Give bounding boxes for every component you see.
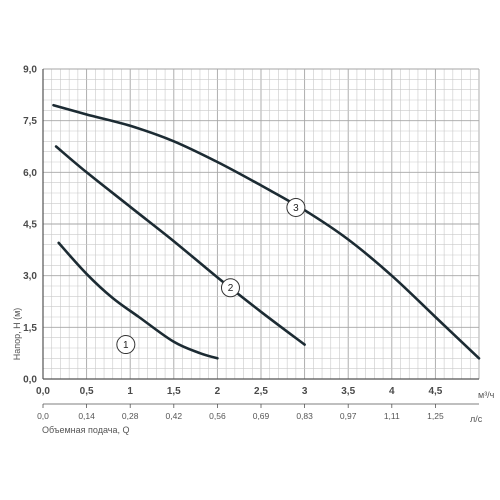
curve-label-badge bbox=[220, 278, 240, 298]
x-tick-label: 4,5 bbox=[428, 386, 442, 397]
x-tick-label: 0,0 bbox=[36, 386, 50, 397]
y-tick-label: 6,0 bbox=[23, 168, 37, 179]
curve-label-badge bbox=[116, 335, 136, 355]
y-axis-label: Напор, H (м) bbox=[12, 308, 22, 361]
grid bbox=[42, 68, 480, 380]
series: 1 2 3 bbox=[52, 103, 481, 360]
curve-label: 3 bbox=[293, 203, 299, 214]
curve-label: 2 bbox=[228, 283, 234, 294]
x2-tick-label: 0,69 bbox=[253, 411, 270, 421]
y-tick-label: 4,5 bbox=[23, 220, 37, 231]
x2-tick-label: 0,97 bbox=[340, 411, 357, 421]
x2-axis-unit: л/с bbox=[470, 414, 483, 424]
curve-label-badge bbox=[286, 197, 306, 217]
x-tick-label: 3,5 bbox=[341, 386, 355, 397]
x-tick-label: 1 bbox=[127, 386, 133, 397]
curve-3 bbox=[52, 103, 481, 360]
y-tick-label: 9,0 bbox=[23, 65, 37, 76]
x2-tick-label: 0,0 bbox=[37, 411, 49, 421]
axes bbox=[42, 69, 479, 408]
x2-tick-label: 1,25 bbox=[427, 411, 444, 421]
x-tick-label: 2 bbox=[215, 386, 221, 397]
x2-tick-label: 0,83 bbox=[296, 411, 313, 421]
y-tick-label: 1,5 bbox=[23, 323, 37, 334]
x2-tick-label: 0,42 bbox=[166, 411, 183, 421]
x2-tick-label: 0,14 bbox=[78, 411, 95, 421]
x-tick-label: 4 bbox=[389, 386, 395, 397]
curve-2 bbox=[54, 145, 306, 346]
y-tick-label: 7,5 bbox=[23, 116, 37, 127]
y-tick-label: 0,0 bbox=[23, 375, 37, 386]
x-tick-label: 3 bbox=[302, 386, 308, 397]
curve-label: 1 bbox=[123, 340, 129, 351]
tick-labels: 0,0 1,5 3,0 4,5 6,0 7,5 9,0 0,0 0,5 1 1,5 2 2,5 3 3,5 4… bbox=[23, 65, 444, 422]
x-tick-label: 0,5 bbox=[80, 386, 94, 397]
curve-1 bbox=[57, 241, 219, 360]
x2-tick-label: 1,11 bbox=[384, 411, 400, 421]
y-tick-label: 3,0 bbox=[23, 271, 37, 282]
x-tick-label: 2,5 bbox=[254, 386, 268, 397]
x-axis-unit: м³/ч bbox=[478, 390, 495, 400]
x-axis-label: Объемная подача, Q bbox=[42, 425, 129, 435]
x2-tick-label: 0,56 bbox=[209, 411, 226, 421]
x-tick-label: 1,5 bbox=[167, 386, 181, 397]
x2-tick-label: 0,28 bbox=[122, 411, 139, 421]
